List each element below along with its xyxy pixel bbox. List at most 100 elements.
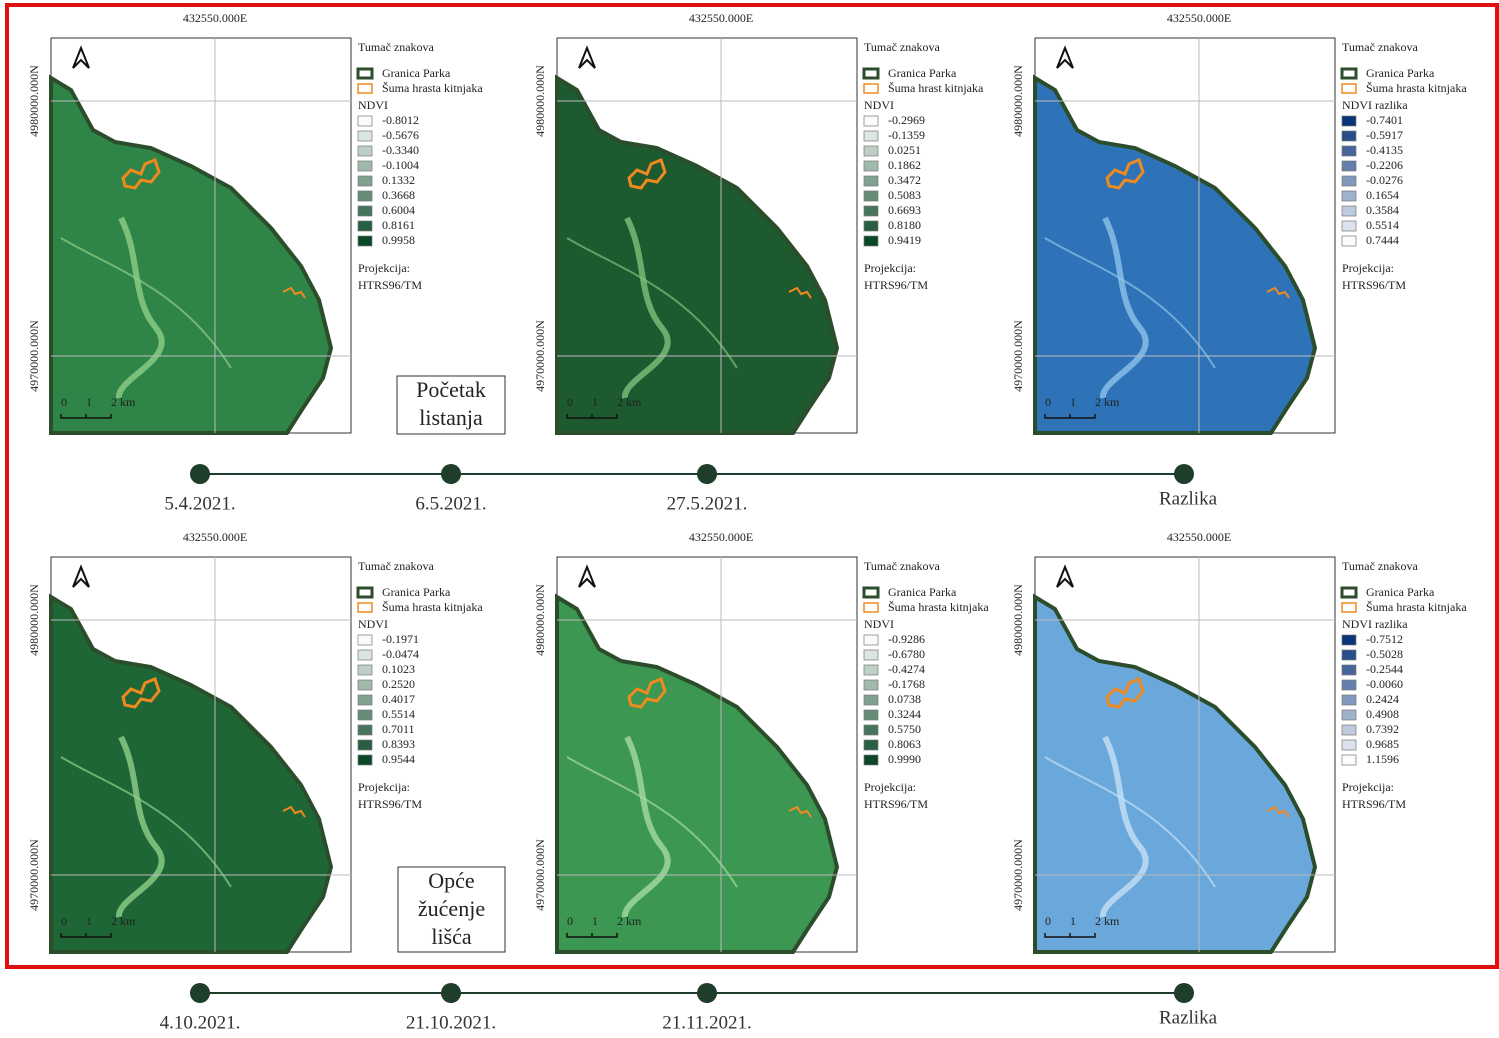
easting-label: 432550.000E <box>689 530 753 544</box>
northing-label: 4970000.000N <box>533 839 547 911</box>
northing-label: 4980000.000N <box>533 65 547 137</box>
northing-label: 4970000.000N <box>27 839 41 911</box>
legend-swatch <box>864 755 878 765</box>
legend-swatch <box>864 635 878 645</box>
legend-class: 0.5083 <box>888 188 921 202</box>
timeline-label: 21.11.2021. <box>662 1012 752 1033</box>
legend-swatch <box>864 146 878 156</box>
legend-class: 0.1332 <box>382 173 415 187</box>
legend-class: -0.4274 <box>888 662 925 676</box>
legend-class: 0.9990 <box>888 752 921 766</box>
timeline-label: 6.5.2021. <box>415 493 486 514</box>
legend-class: -0.3340 <box>382 143 419 157</box>
legend-forest: Šuma hrast kitnjaka <box>888 81 984 95</box>
northing-label: 4970000.000N <box>27 320 41 392</box>
legend-class: 0.9419 <box>888 233 921 247</box>
legend-class: -0.5917 <box>1366 128 1403 142</box>
timeline-node <box>441 464 461 484</box>
timeline-label: Razlika <box>1159 1007 1218 1028</box>
legend-swatch <box>1342 665 1356 675</box>
legend-swatch <box>358 176 372 186</box>
legend-swatch <box>1342 236 1356 246</box>
northing-label: 4980000.000N <box>533 584 547 656</box>
easting-label: 432550.000E <box>183 11 247 25</box>
legend-swatch <box>358 740 372 750</box>
easting-label: 432550.000E <box>689 11 753 25</box>
scale-label: 1 <box>86 395 92 409</box>
northing-label: 4980000.000N <box>27 584 41 656</box>
legend-forest: Šuma hrasta kitnjaka <box>382 600 483 614</box>
legend-swatch <box>358 146 372 156</box>
legend-forest-swatch <box>864 603 878 612</box>
scale-label: 1 <box>1070 395 1076 409</box>
legend-class: 0.1654 <box>1366 188 1399 202</box>
legend-boundary: Granica Parka <box>1366 585 1435 599</box>
legend-class: 0.4908 <box>1366 707 1399 721</box>
scale-label: 0 <box>567 395 573 409</box>
legend-swatch <box>1342 710 1356 720</box>
easting-label: 432550.000E <box>183 530 247 544</box>
legend-class: -0.7401 <box>1366 113 1403 127</box>
projection-label: Projekcija: <box>1342 780 1394 794</box>
legend-title: Tumač znakova <box>1342 559 1419 573</box>
legend-forest: Šuma hrasta kitnjaka <box>1366 81 1467 95</box>
legend-class: 0.1862 <box>888 158 921 172</box>
scale-label: 1 <box>592 914 598 928</box>
legend-class: -0.1004 <box>382 158 419 172</box>
legend-swatch <box>864 176 878 186</box>
legend-swatch <box>1342 680 1356 690</box>
northing-label: 4970000.000N <box>1011 839 1025 911</box>
legend-boundary: Granica Parka <box>382 585 451 599</box>
legend-swatch <box>358 755 372 765</box>
phase-label: Početak <box>416 377 486 402</box>
phase-label: žućenje <box>418 896 485 921</box>
legend-class: -0.2544 <box>1366 662 1403 676</box>
legend-class: 0.8393 <box>382 737 415 751</box>
legend-swatch <box>1342 116 1356 126</box>
legend-swatch <box>358 710 372 720</box>
legend-class: 0.9958 <box>382 233 415 247</box>
legend-swatch <box>1342 650 1356 660</box>
timeline-label: 5.4.2021. <box>164 493 235 514</box>
legend-class: 0.7392 <box>1366 722 1399 736</box>
legend-class: 0.0738 <box>888 692 921 706</box>
legend-class: -0.1359 <box>888 128 925 142</box>
northing-label: 4980000.000N <box>27 65 41 137</box>
phase-label: listanja <box>419 405 483 430</box>
legend-class: -0.0060 <box>1366 677 1403 691</box>
projection-label: Projekcija: <box>358 780 410 794</box>
projection-label: Projekcija: <box>864 261 916 275</box>
legend-class: 0.7444 <box>1366 233 1399 247</box>
timeline-node <box>1174 464 1194 484</box>
legend-class: 0.5514 <box>1366 218 1399 232</box>
legend-class: 0.3472 <box>888 173 921 187</box>
legend-swatch <box>1342 131 1356 141</box>
timeline-node <box>190 983 210 1003</box>
legend-swatch <box>358 665 372 675</box>
figure: 0 1 2 km 432550.000E 4980000.000N 4970000.000… <box>0 0 1499 1038</box>
legend-boundary-swatch <box>1342 69 1356 78</box>
legend-boundary: Granica Parka <box>888 66 957 80</box>
legend-boundary-swatch <box>1342 588 1356 597</box>
legend-swatch <box>864 725 878 735</box>
legend-swatch <box>358 161 372 171</box>
scale-label: 2 km <box>111 914 136 928</box>
timeline-node <box>441 983 461 1003</box>
legend-class: 0.6004 <box>382 203 415 217</box>
timeline-node <box>1174 983 1194 1003</box>
legend-class: -0.5676 <box>382 128 419 142</box>
easting-label: 432550.000E <box>1167 11 1231 25</box>
legend-title: Tumač znakova <box>358 40 435 54</box>
legend-swatch <box>864 740 878 750</box>
legend-class: 0.8180 <box>888 218 921 232</box>
projection-label: Projekcija: <box>1342 261 1394 275</box>
legend-forest-swatch <box>864 84 878 93</box>
legend-forest: Šuma hrasta kitnjaka <box>1366 600 1467 614</box>
scale-label: 0 <box>567 914 573 928</box>
legend-swatch <box>864 131 878 141</box>
legend-index: NDVI razlika <box>1342 98 1408 112</box>
scale-label: 2 km <box>1095 914 1120 928</box>
projection: HTRS96/TM <box>864 278 928 292</box>
legend-swatch <box>358 635 372 645</box>
legend-title: Tumač znakova <box>864 40 941 54</box>
